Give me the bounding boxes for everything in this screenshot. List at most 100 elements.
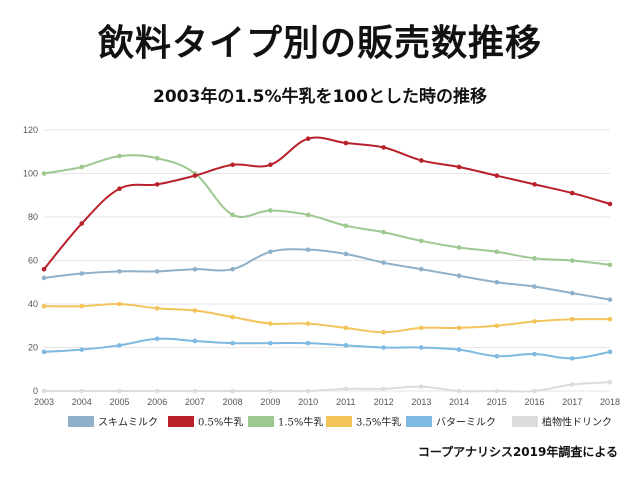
data-point bbox=[305, 388, 311, 394]
data-point bbox=[41, 266, 47, 272]
data-point bbox=[494, 323, 500, 329]
data-point bbox=[456, 325, 462, 331]
data-point bbox=[268, 388, 273, 394]
legend-swatch bbox=[326, 416, 352, 427]
y-tick-label: 120 bbox=[23, 125, 38, 135]
data-point bbox=[79, 271, 85, 276]
data-point bbox=[117, 269, 122, 274]
data-point bbox=[154, 388, 160, 394]
x-tick-label: 2010 bbox=[298, 397, 318, 407]
data-point bbox=[230, 314, 235, 320]
data-point bbox=[607, 297, 613, 302]
data-point bbox=[419, 266, 424, 272]
data-point bbox=[192, 173, 198, 178]
data-point bbox=[494, 279, 500, 285]
data-point bbox=[381, 329, 386, 335]
data-point bbox=[305, 136, 311, 141]
y-tick-label: 0 bbox=[33, 386, 38, 396]
data-point bbox=[569, 190, 575, 196]
data-point bbox=[79, 303, 85, 309]
data-point bbox=[532, 351, 537, 357]
data-point bbox=[117, 186, 122, 192]
x-tick-label: 2017 bbox=[562, 397, 582, 407]
data-point bbox=[268, 208, 273, 213]
x-tick-label: 2008 bbox=[223, 397, 243, 407]
y-tick-label: 60 bbox=[28, 256, 38, 266]
legend-swatch bbox=[68, 416, 94, 427]
data-point bbox=[343, 223, 349, 228]
data-point bbox=[532, 284, 537, 289]
data-point bbox=[532, 319, 537, 324]
x-tick-label: 2012 bbox=[374, 397, 394, 407]
data-point bbox=[154, 269, 160, 274]
data-point bbox=[117, 343, 122, 348]
data-point bbox=[79, 221, 85, 226]
data-point bbox=[494, 388, 500, 394]
data-point bbox=[41, 349, 47, 355]
data-point bbox=[381, 229, 386, 235]
legend-label: 0.5%牛乳 bbox=[198, 416, 243, 429]
series-line bbox=[44, 381, 611, 393]
data-point bbox=[305, 340, 311, 346]
data-point bbox=[343, 386, 349, 392]
data-point bbox=[607, 262, 613, 268]
x-tick-label: 2007 bbox=[185, 397, 205, 407]
chart-subtitle: 2003年の1.5%牛乳を100とした時の推移 bbox=[153, 87, 487, 107]
series-line bbox=[43, 154, 611, 266]
y-tick-label: 100 bbox=[23, 169, 38, 179]
data-point bbox=[343, 140, 349, 146]
data-point bbox=[494, 249, 500, 255]
data-point bbox=[192, 266, 198, 272]
data-point bbox=[192, 338, 198, 344]
data-point bbox=[268, 249, 273, 255]
chart-title: 飲料タイプ別の販売数推移 bbox=[97, 22, 542, 64]
data-point bbox=[456, 388, 462, 394]
x-axis-ticks: 2003 2004 2005 2006 2007 2008 2009 2010 2011 2012… bbox=[34, 397, 620, 407]
data-point bbox=[268, 162, 273, 168]
x-tick-label: 2006 bbox=[147, 397, 167, 407]
x-tick-label: 2003 bbox=[34, 397, 54, 407]
x-tick-label: 2004 bbox=[72, 397, 92, 407]
data-point bbox=[343, 251, 349, 257]
series-points bbox=[41, 136, 613, 394]
legend-label: 3.5%牛乳 bbox=[356, 416, 401, 429]
x-tick-label: 2011 bbox=[336, 397, 355, 407]
data-point bbox=[230, 266, 235, 272]
legend-label: 1.5%牛乳 bbox=[278, 416, 323, 429]
series-line bbox=[43, 248, 611, 301]
data-point bbox=[154, 306, 160, 311]
y-tick-label: 40 bbox=[28, 299, 38, 309]
data-point bbox=[381, 260, 386, 265]
data-point bbox=[41, 275, 47, 281]
y-tick-label: 20 bbox=[28, 343, 38, 353]
data-point bbox=[419, 345, 424, 350]
data-point bbox=[607, 380, 613, 385]
series-lines bbox=[43, 136, 611, 393]
data-point bbox=[381, 386, 386, 392]
data-point bbox=[569, 290, 575, 296]
data-point bbox=[192, 308, 198, 313]
data-point bbox=[230, 212, 235, 218]
data-point bbox=[419, 158, 424, 163]
legend-label: スキムミルク bbox=[98, 417, 158, 429]
data-point bbox=[532, 182, 537, 187]
legend-swatch bbox=[248, 416, 274, 427]
data-point bbox=[532, 256, 537, 261]
data-point bbox=[607, 349, 613, 355]
data-point bbox=[456, 164, 462, 170]
data-point bbox=[532, 388, 537, 394]
data-point bbox=[607, 201, 613, 207]
series-line bbox=[43, 337, 611, 360]
data-point bbox=[117, 388, 122, 394]
data-point bbox=[569, 258, 575, 263]
legend-label: バターミルク bbox=[436, 417, 496, 429]
data-point bbox=[154, 182, 160, 187]
y-axis-ticks: 0 20 40 60 80 100 120 bbox=[23, 125, 38, 396]
x-tick-label: 2005 bbox=[109, 397, 129, 407]
data-point bbox=[41, 303, 47, 309]
data-point bbox=[41, 388, 47, 394]
y-tick-label: 80 bbox=[28, 212, 38, 222]
data-point bbox=[569, 382, 575, 387]
data-point bbox=[456, 245, 462, 250]
data-point bbox=[268, 340, 273, 346]
